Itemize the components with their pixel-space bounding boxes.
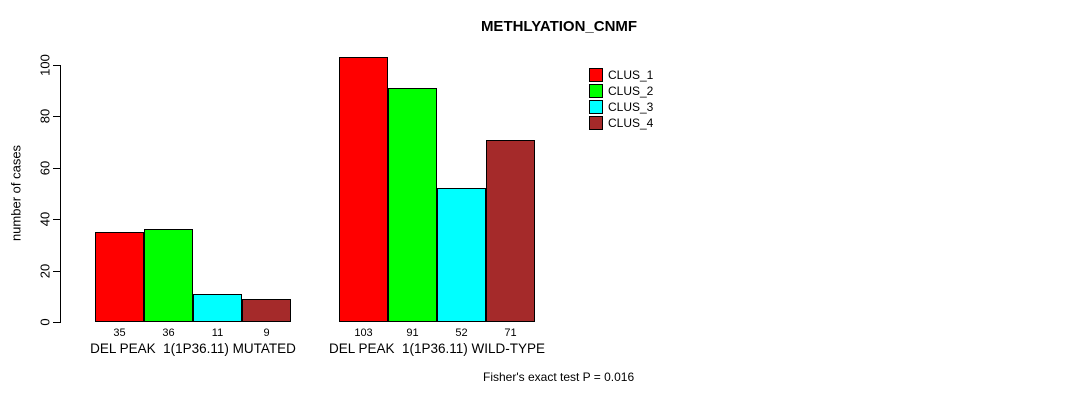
legend-swatch-icon: [589, 68, 603, 82]
y-axis-line: [60, 65, 61, 323]
y-axis-tick: [53, 65, 60, 66]
bar-clus_3: [193, 293, 242, 322]
y-axis-tick-label: 0: [37, 318, 53, 326]
fisher-test-annotation: Fisher's exact test P = 0.016: [483, 370, 635, 384]
legend-item-clus_4: CLUS_4: [589, 115, 653, 131]
group-label: DEL PEAK 1(1P36.11) MUTATED: [90, 341, 296, 356]
bar-clus_2: [388, 88, 437, 322]
y-axis-label: number of cases: [8, 144, 24, 242]
bar-value-label: 52: [455, 327, 468, 339]
legend-item-clus_3: CLUS_3: [589, 99, 653, 115]
y-axis-tick: [53, 219, 60, 221]
bar-value-label: 35: [113, 327, 126, 339]
legend-swatch-icon: [589, 116, 603, 130]
chart-title: METHLYATION_CNMF: [480, 18, 638, 35]
legend-label: CLUS_3: [608, 100, 654, 114]
y-axis-tick: [53, 116, 60, 118]
bar-clus_3: [437, 188, 486, 322]
legend-swatch-icon: [589, 84, 603, 98]
y-axis-tick-label: 20: [37, 263, 53, 278]
bar-clus_1: [95, 232, 144, 322]
legend-label: CLUS_2: [608, 84, 654, 98]
y-axis-tick-label: 80: [37, 109, 53, 124]
bar-value-label: 9: [263, 327, 270, 339]
bar-value-label: 36: [162, 327, 175, 339]
bar-value-label: 103: [354, 327, 373, 339]
legend-item-clus_2: CLUS_2: [589, 83, 653, 99]
y-axis-tick: [53, 270, 60, 272]
bar-value-label: 91: [406, 327, 419, 339]
legend-label: CLUS_4: [608, 116, 654, 130]
bar-clus_2: [144, 229, 193, 322]
y-axis-tick-label: 60: [37, 160, 53, 176]
legend: CLUS_1 CLUS_2 CLUS_3 CLUS_4: [589, 67, 653, 131]
legend-label: CLUS_1: [608, 68, 654, 82]
y-axis-tick-label: 100: [37, 54, 53, 76]
legend-swatch-icon: [589, 100, 603, 114]
bar-clus_1: [339, 57, 388, 322]
group-label: DEL PEAK 1(1P36.11) WILD-TYPE: [328, 341, 546, 356]
bar-value-label: 71: [504, 327, 517, 339]
bar-value-label: 11: [211, 327, 224, 339]
bar-clus_4: [486, 139, 535, 322]
y-axis-tick: [53, 322, 60, 323]
y-axis-tick: [53, 167, 60, 169]
y-axis-tick-label: 40: [37, 211, 53, 227]
bar-clus_4: [242, 298, 291, 322]
legend-item-clus_1: CLUS_1: [589, 67, 653, 83]
